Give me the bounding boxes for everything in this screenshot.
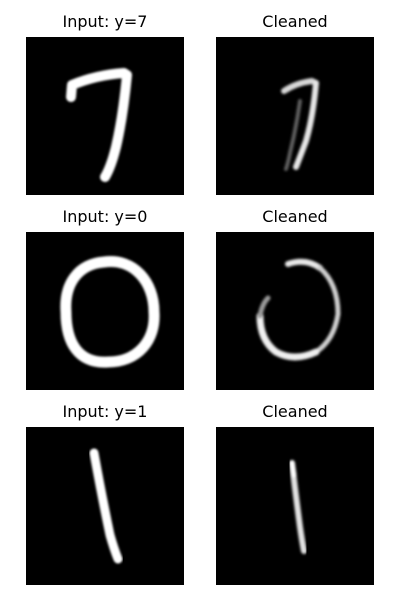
input-image-digit-7 (26, 37, 184, 195)
cleaned-title-row-1: Cleaned (262, 12, 328, 31)
cleaned-image-digit-7 (216, 37, 374, 195)
cleaned-image-digit-0 (216, 232, 374, 390)
cleaned-image-digit-1 (216, 427, 374, 585)
input-title-row-1: Input: y=7 (62, 12, 148, 31)
digit-0-input-drawing (60, 256, 160, 368)
input-image-digit-1 (26, 427, 184, 585)
digit-1-input-drawing (89, 448, 123, 564)
cleaned-title-row-2: Cleaned (262, 207, 328, 226)
digit-7-input-drawing (66, 68, 132, 182)
input-title-row-2: Input: y=0 (62, 207, 148, 226)
digit-1-cleaned-drawing (289, 460, 307, 554)
input-title-row-3: Input: y=1 (62, 402, 148, 421)
digit-0-cleaned-drawing (256, 258, 341, 361)
digit-7-cleaned-drawing (281, 78, 319, 171)
cleaned-title-row-3: Cleaned (262, 402, 328, 421)
input-image-digit-0 (26, 232, 184, 390)
